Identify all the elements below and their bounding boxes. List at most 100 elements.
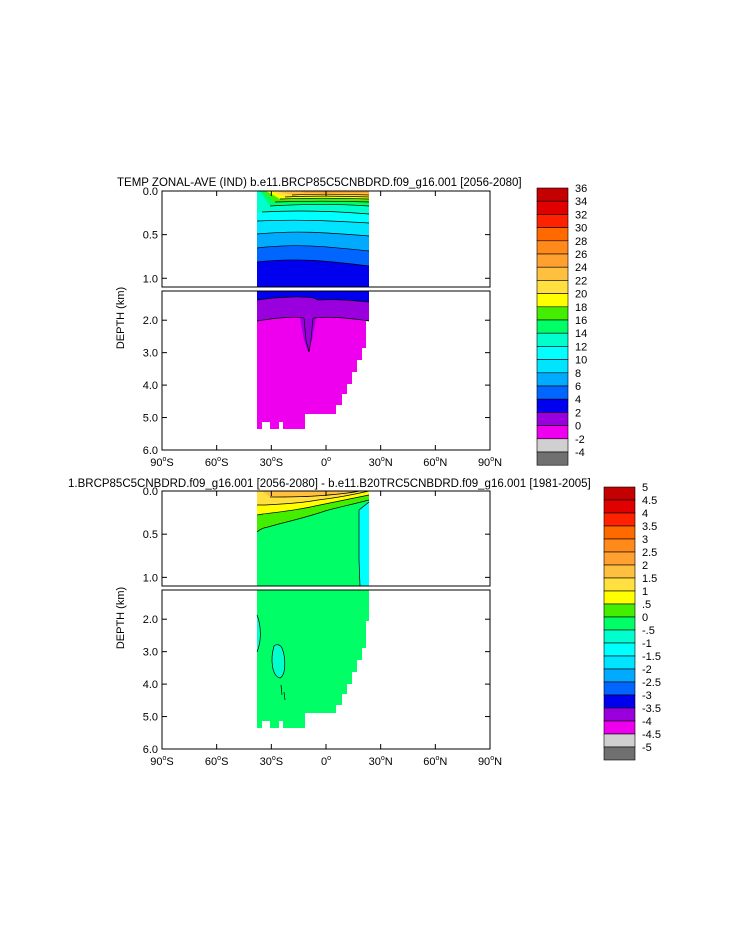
y-tick-label: 0.5 [143, 529, 158, 541]
y-tick-label: 2.0 [143, 315, 158, 327]
colorbar-swatch [603, 720, 636, 735]
y-tick-label: 3.0 [143, 348, 158, 360]
colorbar-label: 2 [575, 407, 581, 419]
panel2-upper-plot [161, 490, 491, 587]
panel1-title: TEMP ZONAL-AVE (IND) b.e11.BRCP85C5CNBDR… [117, 177, 522, 189]
colorbar-label: 8 [575, 368, 581, 380]
colorbar-swatch [536, 398, 569, 413]
colorbar-swatch [603, 642, 636, 657]
colorbar-label: -.5 [642, 625, 655, 637]
colorbar-swatch [603, 707, 636, 722]
colorbar-swatch [603, 655, 636, 670]
colorbar-swatch [603, 499, 636, 514]
colorbar-swatch [603, 525, 636, 540]
y-tick-label: 0.5 [143, 230, 158, 242]
colorbar-swatch [603, 551, 636, 566]
colorbar-label: -1.5 [642, 651, 661, 663]
colorbar-label: .5 [642, 599, 651, 611]
colorbar-label: 10 [575, 355, 587, 367]
x-tick-label: 60oS [205, 456, 229, 469]
lower-band-6-8 [257, 291, 369, 302]
y-tick-label: 0.0 [143, 486, 158, 498]
colorbar-label: 3 [642, 534, 648, 546]
difference-panel: 1.BRCP85C5CNBDRD.f09_g16.001 [2056-2080]… [68, 478, 661, 768]
diff-upper-band-2-25 [262, 491, 360, 497]
panel1-x-axis: 90oS 60oS 30oS 0o 30oN 60oN 90oN [150, 191, 502, 469]
colorbar-label: 6 [575, 381, 581, 393]
colorbar-swatch [536, 319, 569, 334]
colorbar-label: -2 [642, 664, 652, 676]
diff-lower-contour-lines [256, 614, 286, 701]
colorbar-label: 28 [575, 236, 587, 248]
colorbar-label: 2 [642, 560, 648, 572]
colorbar-label: 5 [642, 482, 648, 494]
diff-lower-band-0-05 [257, 590, 369, 728]
colorbar-label: -4 [642, 716, 652, 728]
colorbar-swatch [536, 227, 569, 242]
y-tick-label: 4.0 [143, 679, 158, 691]
colorbar-swatch [536, 306, 569, 321]
colorbar-label: 30 [575, 223, 587, 235]
colorbar-label: 0 [575, 421, 581, 433]
colorbar-label: -5 [642, 742, 652, 754]
x-tick-label: 30oS [260, 755, 284, 768]
colorbar-label: 16 [575, 315, 587, 327]
colorbar-label: 36 [575, 183, 587, 195]
colorbar-swatch [536, 346, 569, 360]
colorbar-swatch [536, 293, 569, 308]
y-tick-label: 4.0 [143, 380, 158, 392]
diff-lower-patch-center [272, 644, 285, 678]
temperature-panel: TEMP ZONAL-AVE (IND) b.e11.BRCP85C5CNBDR… [115, 177, 587, 469]
colorbar-label: 18 [575, 302, 587, 314]
x-tick-label: 90oN [478, 755, 502, 768]
colorbar-swatch [603, 486, 636, 501]
colorbar-swatch [603, 668, 636, 683]
colorbar-swatch [536, 280, 569, 294]
x-tick-label: 30oN [369, 456, 393, 469]
panel2-colorbar: 54.543.532.521.51.50-.5-1-1.5-2-2.5-3-3.… [603, 482, 661, 761]
colorbar-label: -3 [642, 690, 652, 702]
colorbar-label: 20 [575, 289, 587, 301]
y-tick-label: 6.0 [143, 744, 158, 756]
x-tick-label: 0o [321, 456, 331, 469]
y-tick-label: 1.0 [143, 273, 158, 285]
colorbar-swatch [536, 266, 569, 281]
lower-band-2-4 [257, 291, 369, 429]
panel1-ylabel: DEPTH (km) [115, 287, 127, 349]
colorbar-swatch [603, 629, 636, 644]
panel2-ylabel: DEPTH (km) [115, 587, 127, 649]
colorbar-swatch [536, 240, 569, 255]
colorbar-label: 14 [575, 328, 587, 340]
colorbar-swatch [536, 385, 569, 400]
colorbar-swatch [603, 694, 636, 709]
colorbar-swatch [603, 590, 636, 605]
y-tick-label: 5.0 [143, 712, 158, 724]
x-tick-label: 0o [321, 755, 331, 768]
diff-upper-band-neg05 [359, 502, 369, 586]
colorbar-swatch [603, 538, 636, 553]
x-tick-label: 90oS [150, 755, 174, 768]
diff-upper-contour-lines [256, 490, 370, 587]
colorbar-label: 1.5 [642, 573, 657, 585]
upper-contour-lines [256, 193, 370, 267]
colorbar-label: 1 [642, 586, 648, 598]
colorbar-label: -4.5 [642, 729, 661, 741]
panel2-lower-plot [161, 589, 491, 750]
y-tick-label: 3.0 [143, 647, 158, 659]
colorbar-swatch [603, 616, 636, 631]
y-tick-label: 1.0 [143, 572, 158, 584]
colorbar-swatch [536, 412, 569, 426]
colorbar-label: 24 [575, 262, 587, 274]
y-tick-label: 5.0 [143, 413, 158, 425]
x-tick-label: 60oS [205, 755, 229, 768]
colorbar-label: 3.5 [642, 521, 657, 533]
colorbar-swatch [536, 187, 569, 202]
x-tick-label: 60oN [423, 755, 447, 768]
colorbar-label: 4.5 [642, 495, 657, 507]
x-tick-label: 90oS [150, 456, 174, 469]
y-tick-label: 2.0 [143, 614, 158, 626]
colorbar-swatch [536, 253, 569, 268]
y-tick-label: 0.0 [143, 186, 158, 198]
colorbar-label: -2 [575, 434, 585, 446]
